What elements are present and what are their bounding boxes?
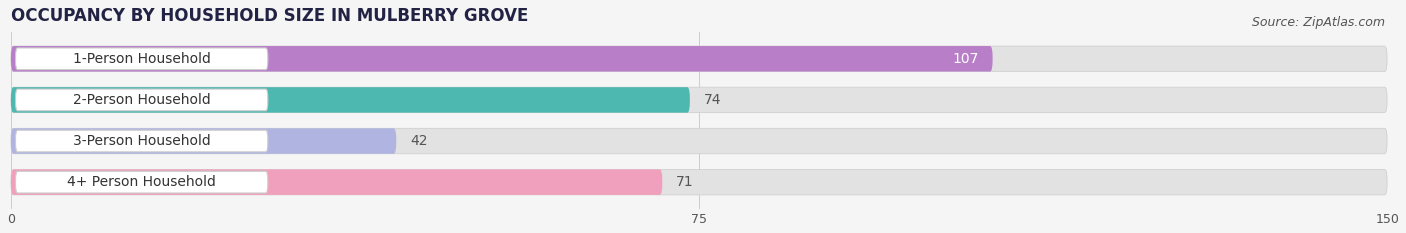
Text: 74: 74 (703, 93, 721, 107)
FancyBboxPatch shape (15, 130, 267, 152)
FancyBboxPatch shape (11, 87, 1388, 113)
FancyBboxPatch shape (11, 128, 396, 154)
FancyBboxPatch shape (11, 169, 662, 195)
Text: OCCUPANCY BY HOUSEHOLD SIZE IN MULBERRY GROVE: OCCUPANCY BY HOUSEHOLD SIZE IN MULBERRY … (11, 7, 529, 25)
Text: 42: 42 (411, 134, 427, 148)
FancyBboxPatch shape (15, 48, 267, 70)
FancyBboxPatch shape (11, 46, 1388, 72)
FancyBboxPatch shape (11, 46, 993, 72)
Text: 3-Person Household: 3-Person Household (73, 134, 211, 148)
FancyBboxPatch shape (11, 87, 690, 113)
Text: 71: 71 (676, 175, 693, 189)
Text: 4+ Person Household: 4+ Person Household (67, 175, 217, 189)
FancyBboxPatch shape (11, 169, 1388, 195)
Text: Source: ZipAtlas.com: Source: ZipAtlas.com (1251, 16, 1385, 29)
FancyBboxPatch shape (15, 171, 267, 193)
FancyBboxPatch shape (11, 128, 1388, 154)
Text: 2-Person Household: 2-Person Household (73, 93, 211, 107)
FancyBboxPatch shape (15, 89, 267, 111)
Text: 1-Person Household: 1-Person Household (73, 52, 211, 66)
Text: 107: 107 (952, 52, 979, 66)
